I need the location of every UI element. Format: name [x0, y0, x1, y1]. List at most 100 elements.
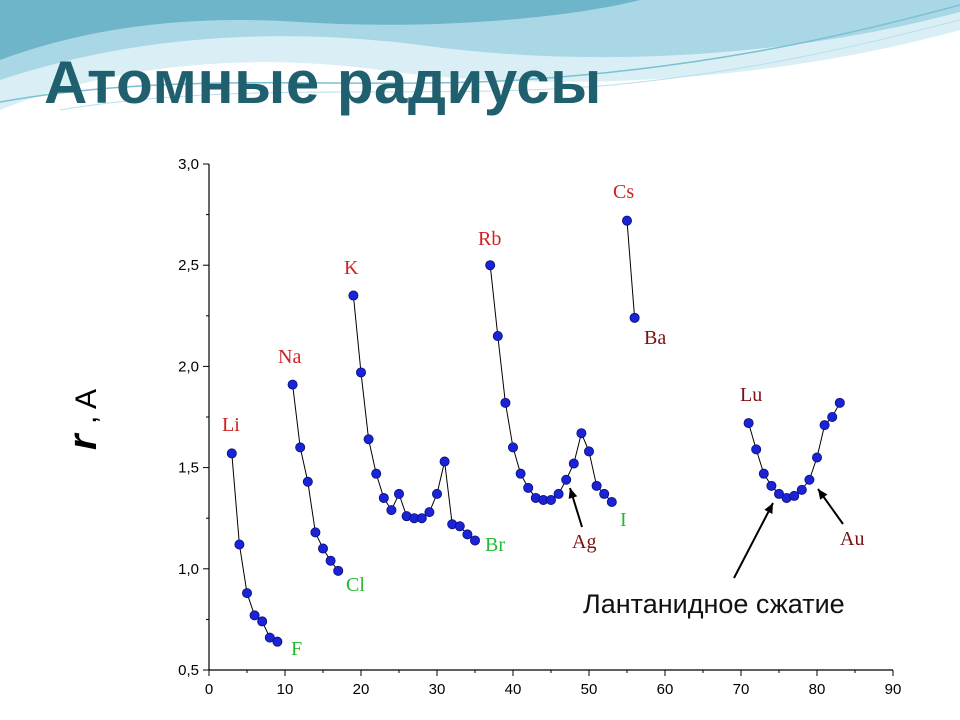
data-point	[310, 527, 321, 538]
element-label-i: I	[620, 509, 627, 531]
data-point	[355, 367, 366, 378]
data-point	[804, 474, 815, 485]
data-point	[492, 331, 503, 342]
data-point	[363, 434, 374, 445]
x-tick-label: 80	[809, 681, 826, 698]
data-point	[393, 488, 404, 499]
x-tick-label: 0	[205, 681, 213, 698]
y-tick-label: 0,5	[178, 662, 199, 679]
data-point	[287, 379, 298, 390]
element-label-f: F	[291, 638, 302, 660]
element-label-cs: Cs	[613, 181, 634, 203]
wave-line	[0, 4, 960, 103]
data-point	[469, 535, 480, 546]
y-axis-label-symbol: r	[61, 432, 105, 450]
annotation-arrows	[568, 487, 844, 579]
data-point	[386, 505, 397, 516]
y-tick-label: 2,5	[178, 257, 199, 274]
element-label-k: K	[344, 257, 359, 279]
data-point	[515, 468, 526, 479]
x-tick-label: 40	[505, 681, 522, 698]
x-tick-label: 90	[885, 681, 902, 698]
data-point	[295, 442, 306, 453]
element-label-ba: Ba	[644, 327, 666, 349]
chart-marks	[226, 215, 845, 647]
element-label-cl: Cl	[346, 574, 365, 596]
data-point	[454, 521, 465, 532]
series-line-4	[489, 265, 613, 503]
data-point	[766, 480, 777, 491]
element-label-ag: Ag	[572, 531, 596, 553]
y-tick-label: 1,5	[178, 460, 199, 477]
data-point	[416, 513, 427, 524]
data-point	[431, 488, 442, 499]
x-tick-label: 50	[581, 681, 598, 698]
data-point	[827, 411, 838, 422]
data-point	[226, 448, 237, 459]
ag-arrow-head	[568, 488, 578, 499]
data-point	[834, 397, 845, 408]
element-label-li: Li	[222, 414, 240, 436]
data-point	[500, 397, 511, 408]
data-point	[599, 488, 610, 499]
element-label-br: Br	[485, 534, 505, 556]
page-title: Атомные радиусы	[44, 49, 602, 116]
series-line-2	[292, 384, 339, 572]
element-labels: Li F Na Cl K Br Rb Ag I Cs Ba Lu Au	[222, 181, 864, 660]
data-point	[629, 312, 640, 323]
series-line-5	[626, 220, 636, 318]
data-point	[606, 497, 617, 508]
data-point	[272, 636, 283, 647]
x-tick-label: 20	[353, 681, 370, 698]
data-point	[774, 488, 785, 499]
lanthanide-arrow	[733, 502, 774, 579]
series-line-6	[748, 402, 841, 499]
data-point	[439, 456, 450, 467]
data-point	[819, 420, 830, 431]
data-point	[264, 632, 275, 643]
data-point	[333, 565, 344, 576]
axes: 0 10 20 30 40 50 60 70 80 90 0,5 1,0 1,5 2,0 2,5 3,0	[178, 156, 901, 698]
data-point	[568, 458, 579, 469]
data-point	[348, 290, 359, 301]
element-label-au: Au	[840, 528, 864, 550]
element-label-rb: Rb	[478, 228, 501, 250]
data-point	[325, 555, 336, 566]
data-point	[257, 616, 268, 627]
data-point	[462, 529, 473, 540]
data-point	[743, 418, 754, 429]
element-label-lu: Lu	[740, 384, 762, 406]
data-point	[523, 482, 534, 493]
data-point	[546, 494, 557, 505]
data-point	[249, 610, 260, 621]
data-point	[758, 468, 769, 479]
data-point	[241, 588, 252, 599]
element-label-na: Na	[278, 346, 301, 368]
header-wave-banner	[0, 0, 960, 111]
data-point	[812, 452, 823, 463]
lanthanide-arrow-head	[764, 503, 773, 514]
data-point	[234, 539, 245, 550]
y-tick-label: 1,0	[178, 561, 199, 578]
data-point	[591, 480, 602, 491]
x-tick-label: 10	[277, 681, 294, 698]
data-point	[576, 428, 587, 439]
data-point	[553, 488, 564, 499]
lanthanide-contraction-caption: Лантанидное сжатие	[583, 589, 845, 619]
data-point	[424, 507, 435, 518]
data-point	[507, 442, 518, 453]
x-tick-label: 60	[657, 681, 674, 698]
y-axis-label-unit: , A	[70, 389, 103, 424]
data-point	[789, 490, 800, 501]
x-tick-label: 30	[429, 681, 446, 698]
data-point	[302, 476, 313, 487]
series-line-3	[352, 295, 476, 541]
data-point	[485, 260, 496, 271]
data-point	[796, 484, 807, 495]
data-point	[371, 468, 382, 479]
data-point	[378, 492, 389, 503]
au-arrow-head	[818, 489, 828, 500]
wave-mid	[0, 0, 960, 80]
